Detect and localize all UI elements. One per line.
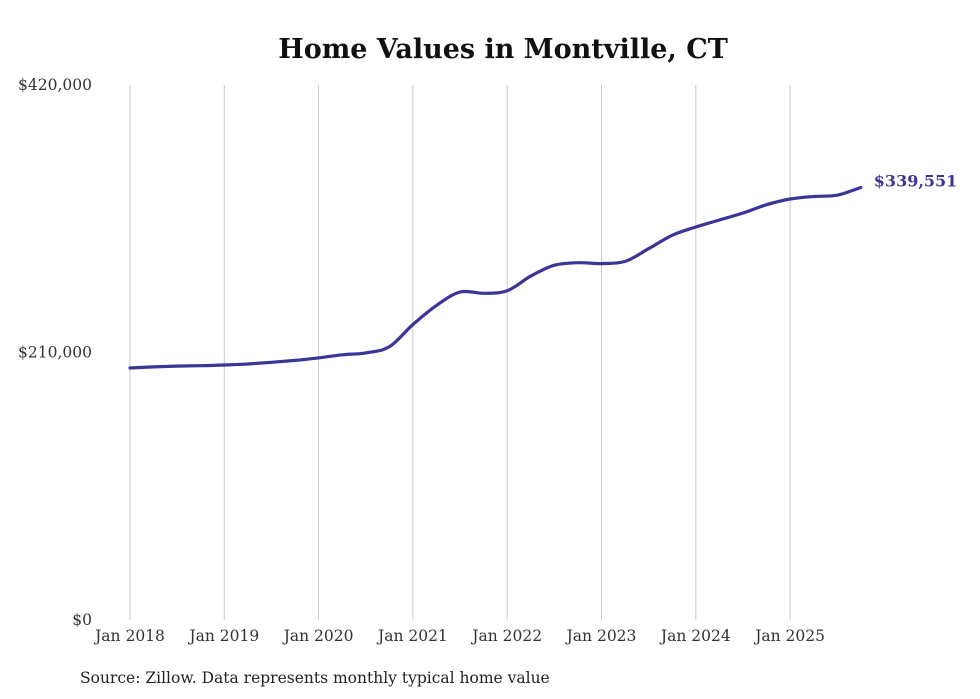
end-value-label: $339,551 [874, 172, 958, 191]
gridlines-group [129, 85, 791, 620]
home-value-series-line [128, 185, 863, 370]
x-tick-label: Jan 2019 [187, 627, 259, 645]
y-tick-label: $0 [72, 611, 92, 629]
x-axis-labels-group: Jan 2018 Jan 2019 Jan 2020 Jan 2021 Jan 2022… [93, 627, 825, 645]
source-note: Source: Zillow. Data represents monthly … [80, 669, 550, 687]
chart-title: Home Values in Montville, CT [278, 34, 728, 65]
x-tick-label: Jan 2022 [470, 627, 542, 645]
x-tick-label: Jan 2024 [659, 627, 731, 645]
y-tick-label: $210,000 [18, 344, 92, 362]
x-tick-label: Jan 2021 [376, 627, 448, 645]
x-tick-label: Jan 2018 [93, 627, 165, 645]
x-tick-label: Jan 2025 [753, 627, 825, 645]
x-tick-label: Jan 2023 [565, 627, 637, 645]
y-axis-labels-group: $0 $210,000 $420,000 [18, 76, 92, 629]
y-tick-label: $420,000 [18, 76, 92, 94]
x-tick-label: Jan 2020 [282, 627, 354, 645]
